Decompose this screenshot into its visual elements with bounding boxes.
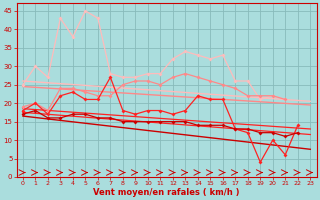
X-axis label: Vent moyen/en rafales ( km/h ): Vent moyen/en rafales ( km/h ): [93, 188, 240, 197]
